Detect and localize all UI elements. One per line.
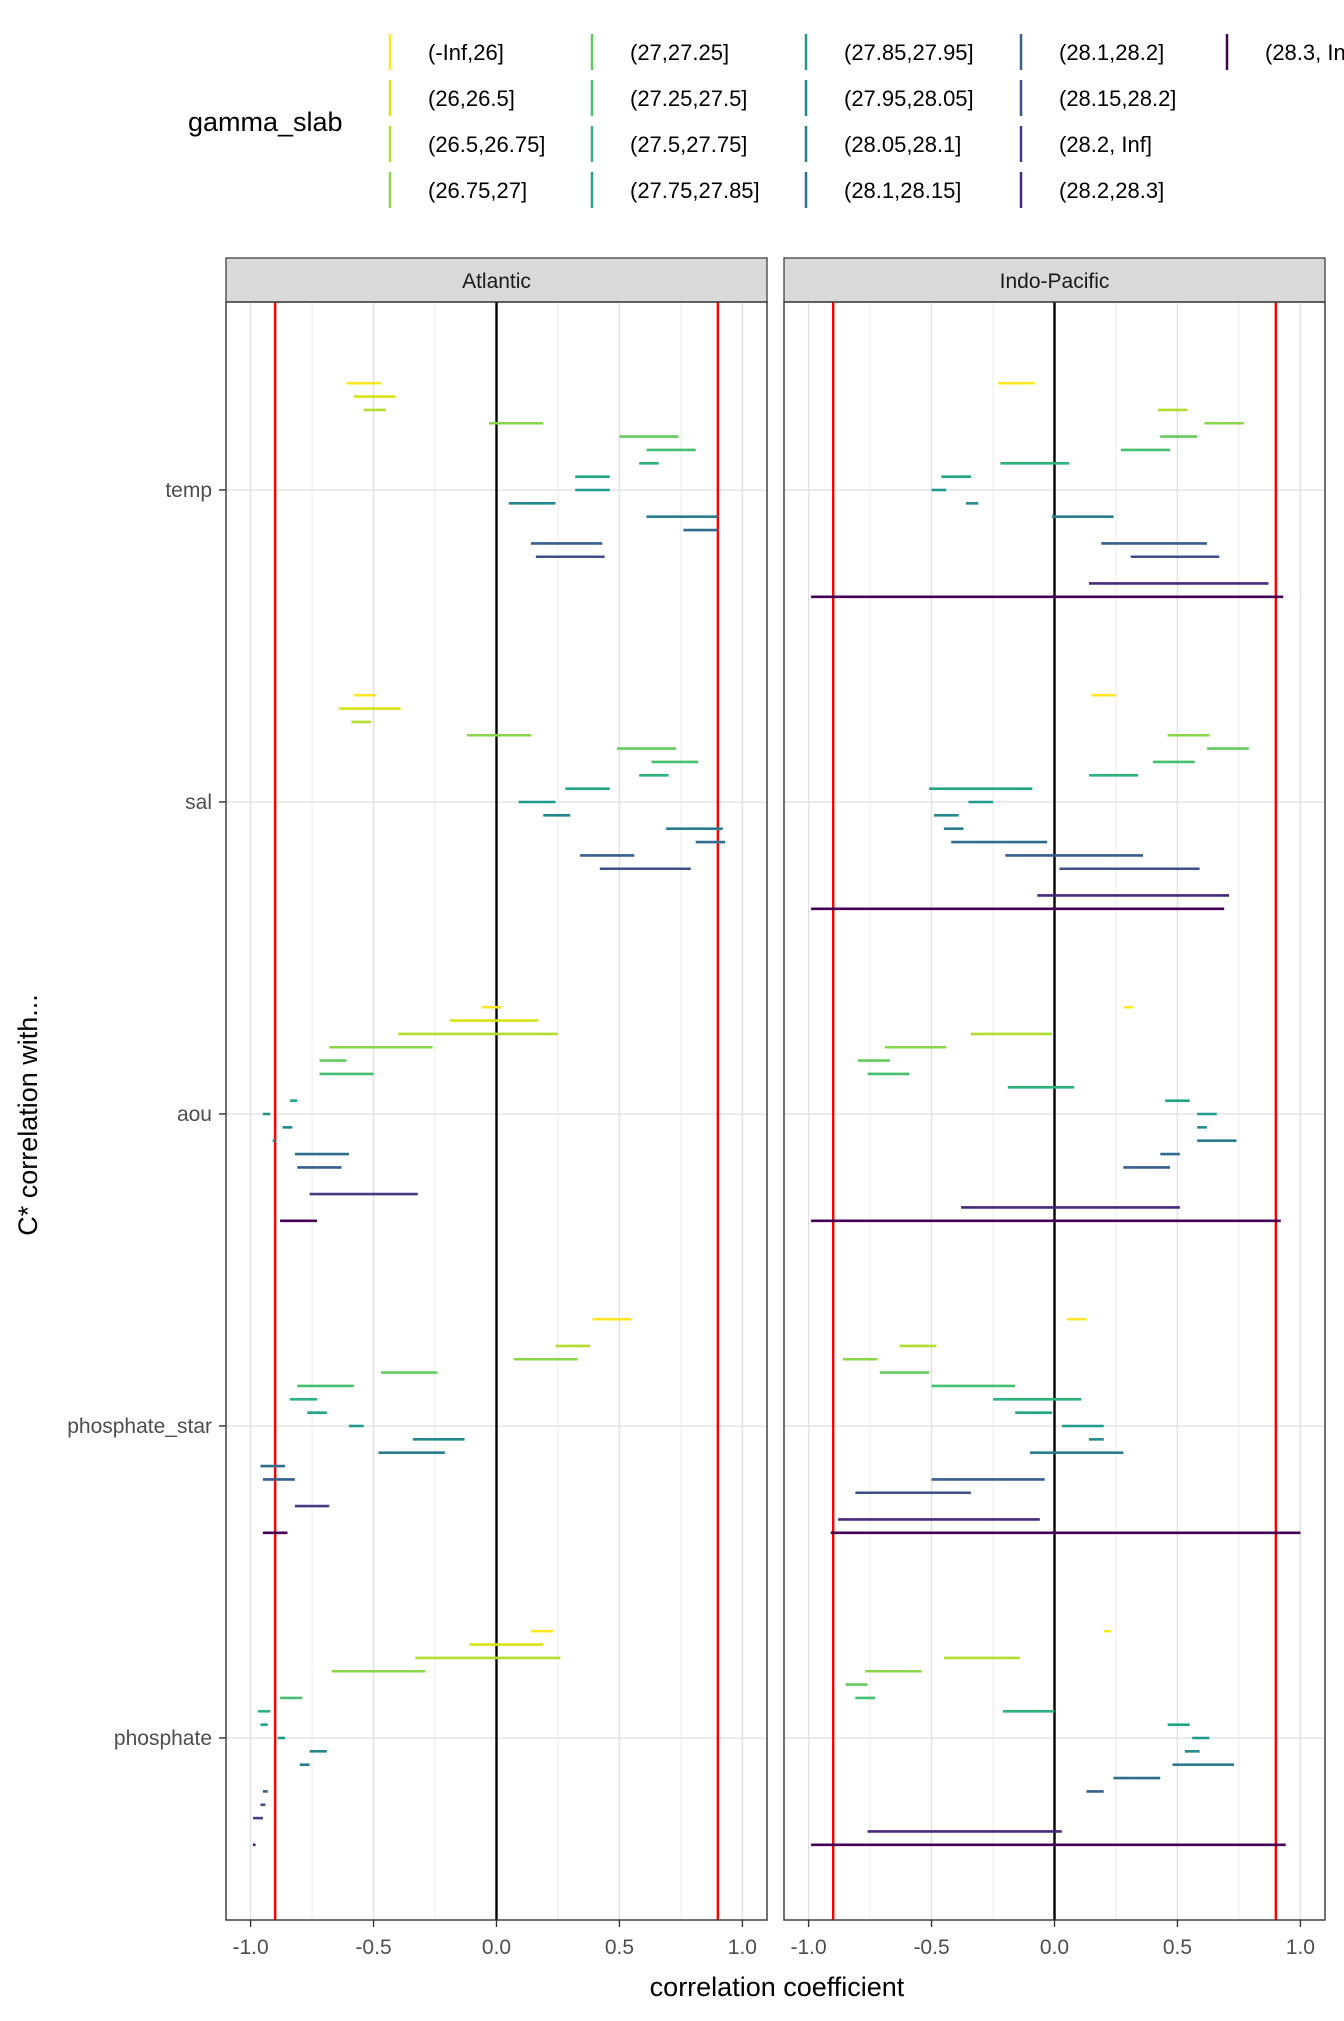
legend-label: (27,27.25] [630,40,729,65]
legend-title: gamma_slab [188,107,343,137]
legend-item: (26.75,27] [388,172,527,208]
y-axis-title: C* correlation with... [13,994,43,1236]
x-tick-label: -1.0 [232,1936,268,1959]
legend: gamma_slab (-Inf,26] (26,26.5] (26.5,26.75]… [188,34,1344,208]
legend-item: (28.2,28.3] [1019,172,1164,208]
legend-items: (-Inf,26] (26,26.5] (26.5,26.75] (26.75,27]… [388,34,1344,208]
legend-item: (28.05,28.1] [804,126,961,162]
x-tick-label: -0.5 [355,1936,391,1959]
legend-label: (27.85,27.95] [844,40,974,65]
legend-item: (27.85,27.95] [804,34,974,70]
legend-item: (26,26.5] [388,80,515,116]
facet-panels: Atlantic -1.0 -0.5 0.0 0.5 1.0 temp sal aou phosp… [67,257,1326,1959]
x-tick-label: 0.0 [482,1936,511,1959]
segment-group-phosphate-star [830,1317,1301,1535]
legend-item: (26.5,26.75] [388,126,545,162]
facet-strip-label: Indo-Pacific [1000,270,1110,293]
segment-group-phosphate [811,1629,1286,1847]
legend-label: (27.95,28.05] [844,86,974,111]
x-tick-label: 1.0 [728,1936,757,1959]
y-tick-label: sal [185,791,212,814]
segment-group-aou [811,1005,1281,1223]
segment-group-temp [346,381,718,559]
legend-item: (28.15,28.2] [1019,80,1176,116]
legend-label: (26.75,27] [428,178,527,203]
y-tick-label: phosphate [114,1727,212,1750]
legend-item: (28.2, Inf] [1019,126,1152,162]
legend-label: (27.5,27.75] [630,132,747,157]
facet-panel-atlantic: Atlantic -1.0 -0.5 0.0 0.5 1.0 temp sal aou phosp… [67,257,768,1959]
x-axis-title: correlation coefficient [650,1972,905,2002]
legend-item: (27,27.25] [590,34,729,70]
y-tick-label: temp [165,479,212,502]
legend-item: (28.3, Inf] [1225,34,1344,70]
legend-item: (28.1,28.2] [1019,34,1164,70]
legend-label: (28.05,28.1] [844,132,961,157]
segment-group-phosphate [253,1629,561,1847]
legend-label: (26.5,26.75] [428,132,545,157]
x-tick-label: 1.0 [1286,1936,1315,1959]
legend-label: (27.25,27.5] [630,86,747,111]
legend-label: (-Inf,26] [428,40,504,65]
x-tick-label: -0.5 [913,1936,949,1959]
facet-strip-label: Atlantic [462,270,531,293]
legend-label: (28.1,28.15] [844,178,961,203]
legend-item: (27.25,27.5] [590,80,747,116]
legend-label: (28.2,28.3] [1059,178,1164,203]
legend-label: (28.1,28.2] [1059,40,1164,65]
y-tick-label: phosphate_star [67,1415,212,1438]
legend-label: (26,26.5] [428,86,515,111]
x-tick-label: -1.0 [790,1936,826,1959]
segment-group-phosphate-star [260,1317,632,1535]
legend-item: (28.1,28.15] [804,172,961,208]
legend-label: (28.3, Inf] [1265,40,1344,65]
legend-label: (28.2, Inf] [1059,132,1152,157]
legend-item: (27.5,27.75] [590,126,747,162]
segment-group-temp [811,381,1284,599]
facet-strip [783,257,1326,303]
legend-label: (28.15,28.2] [1059,86,1176,111]
legend-item: (27.95,28.05] [804,80,974,116]
x-tick-label: 0.5 [605,1936,634,1959]
x-tick-label: 0.0 [1040,1936,1069,1959]
segment-group-aou [262,1005,558,1223]
facet-strip [225,257,768,303]
segment-group-sal [811,693,1249,911]
facet-panel-indo-pacific: Indo-Pacific -1.0 -0.5 0.0 0.5 1.0 [783,257,1326,1959]
legend-item: (27.75,27.85] [590,172,760,208]
y-tick-label: aou [177,1103,212,1126]
legend-label: (27.75,27.85] [630,178,760,203]
segment-group-sal [339,693,726,871]
x-tick-label: 0.5 [1163,1936,1192,1959]
legend-item: (-Inf,26] [388,34,504,70]
